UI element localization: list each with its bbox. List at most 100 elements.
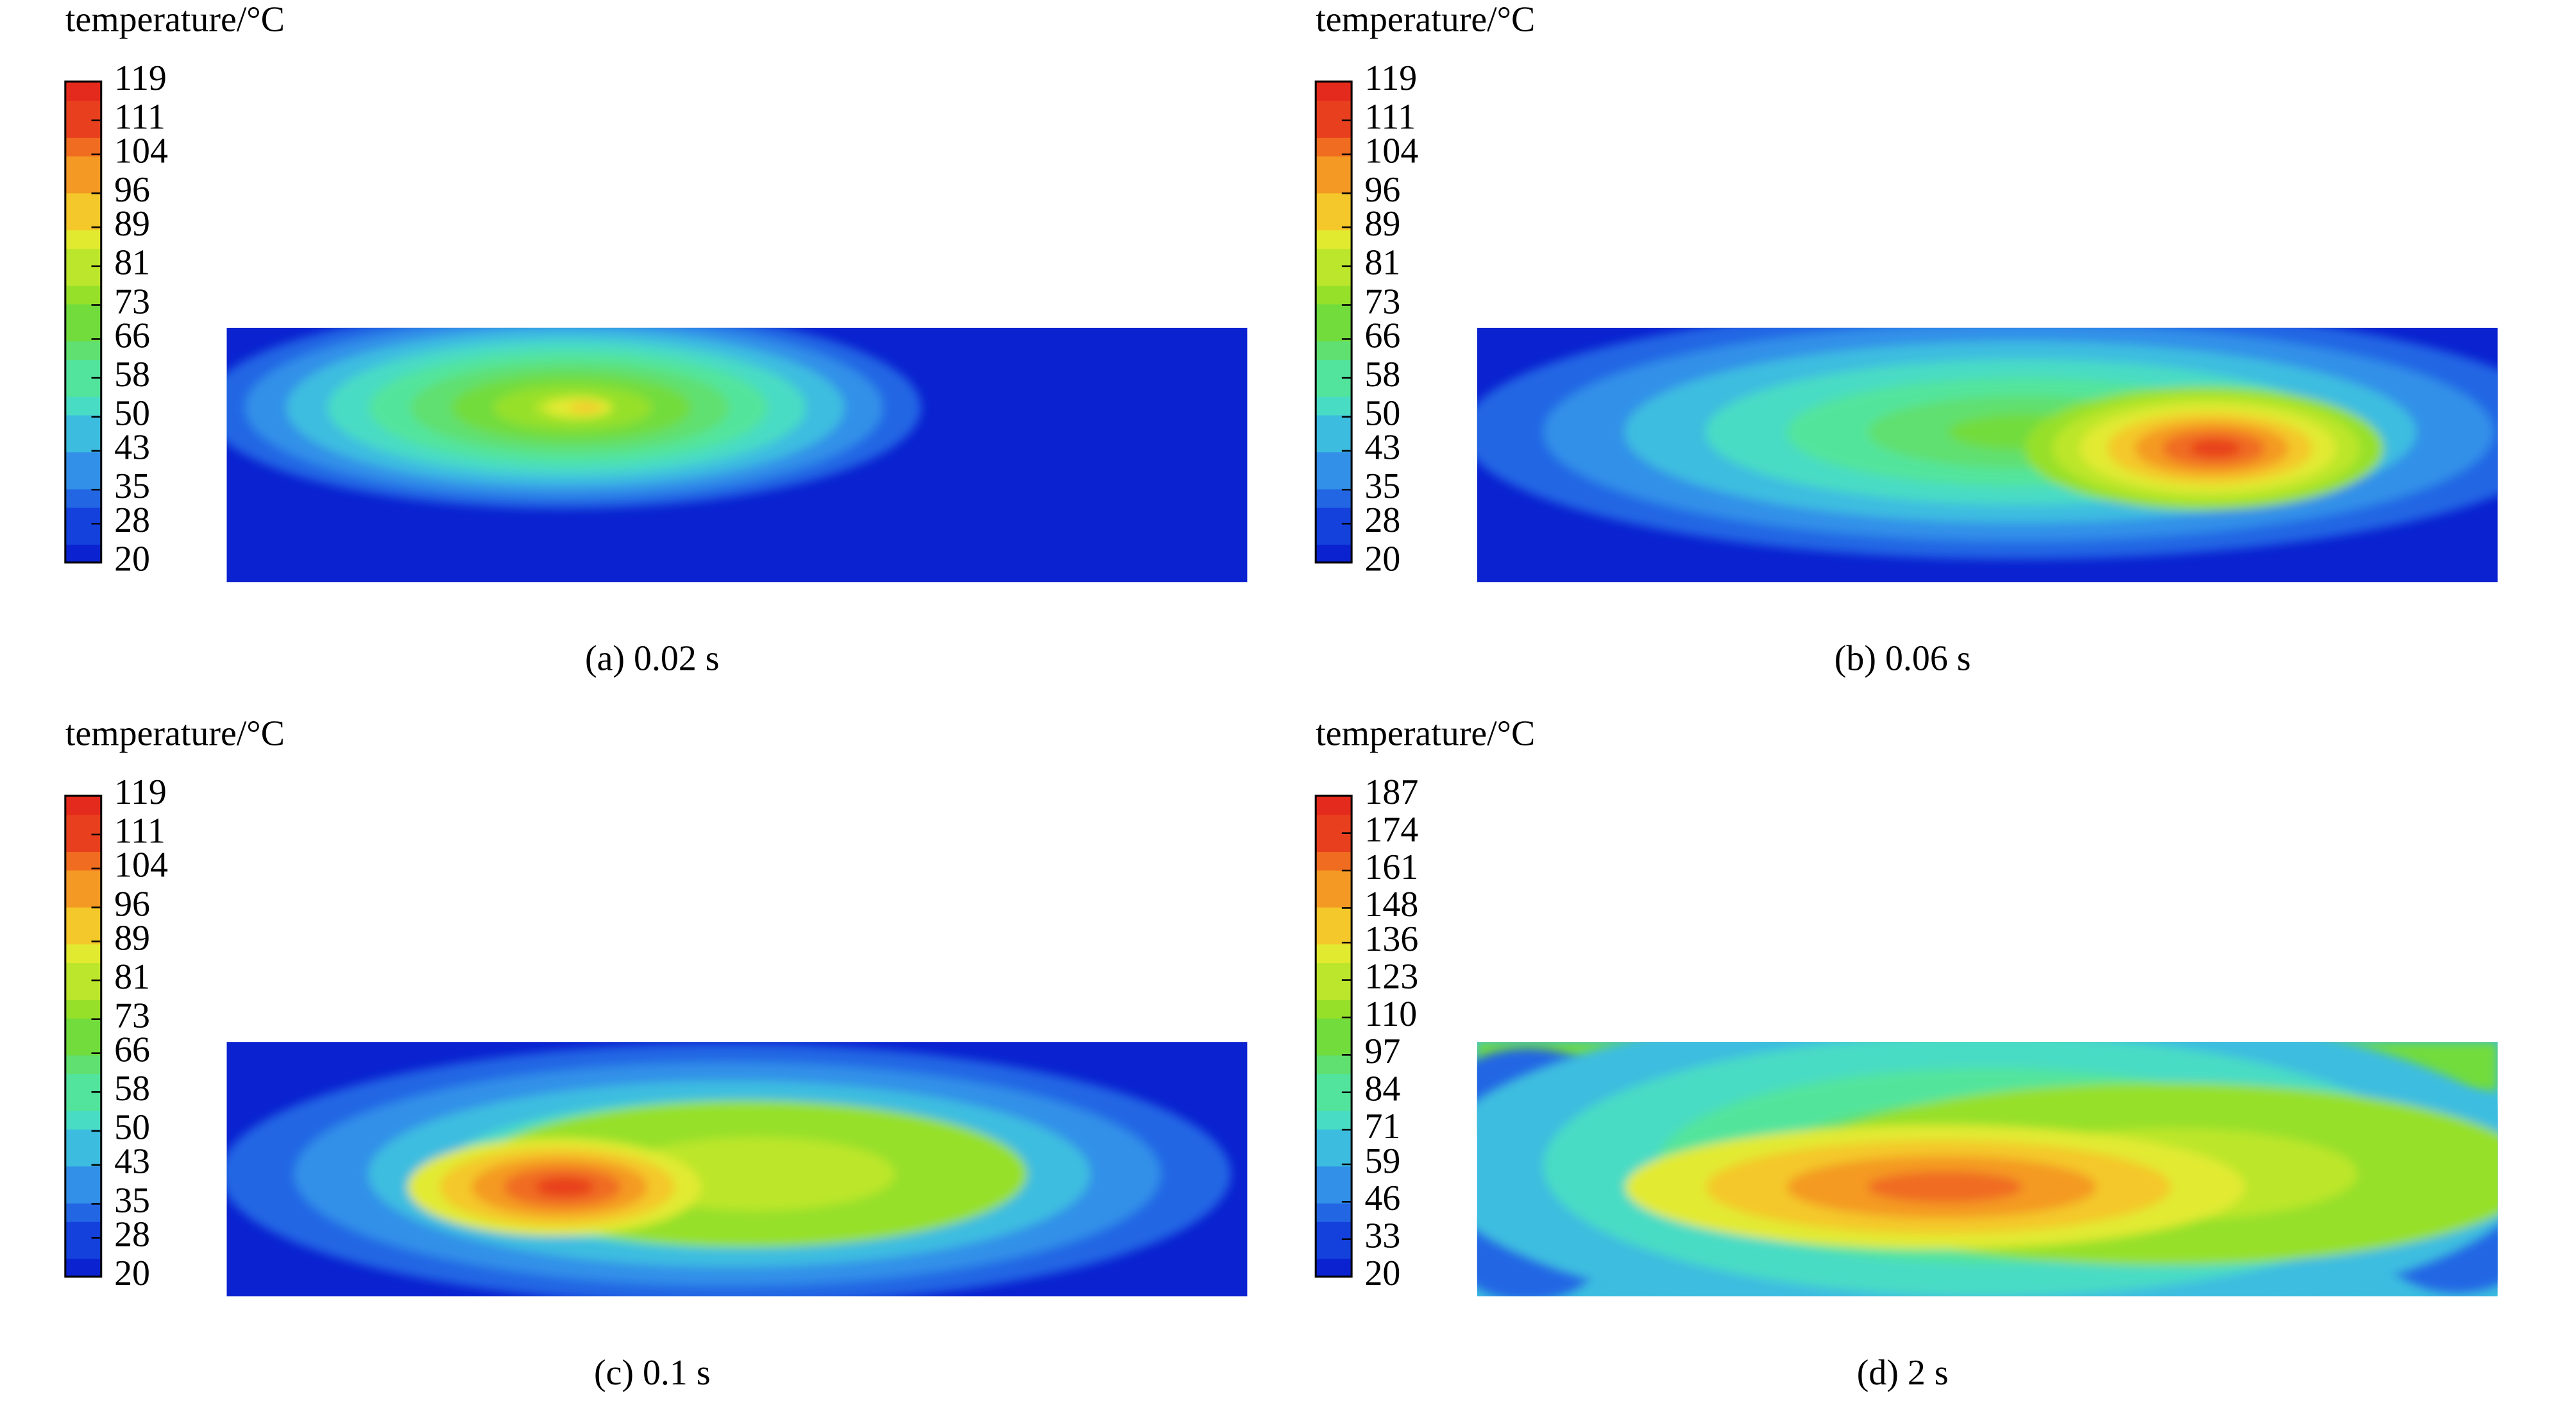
field	[226, 1042, 1248, 1297]
colorbar-tick-label: 81	[1364, 243, 1400, 283]
caption: (a) 0.02 s	[585, 639, 720, 679]
colorbar-band	[65, 999, 101, 1019]
colorbar-band	[1316, 1258, 1352, 1278]
contour-band	[2189, 439, 2241, 457]
colorbar-band	[1316, 285, 1352, 305]
colorbar-tick-label: 89	[114, 918, 150, 958]
colorbar-band	[65, 303, 101, 323]
colorbar-band	[1316, 488, 1352, 508]
colorbar-band	[65, 851, 101, 871]
colorbar-tick-label: 119	[114, 58, 167, 98]
colorbar-band	[65, 81, 101, 101]
colorbar-tick-label: 58	[114, 355, 150, 395]
caption: (b) 0.06 s	[1835, 639, 1971, 679]
colorbar-tick-label: 81	[114, 957, 150, 997]
colorbar-tick-label: 58	[1364, 355, 1400, 395]
colorbar-tick-label: 50	[1364, 393, 1400, 433]
colorbar-tick-label: 59	[1364, 1141, 1400, 1181]
colorbar-band	[1316, 1221, 1352, 1241]
colorbar-band	[1316, 1091, 1352, 1111]
colorbar-band	[65, 377, 101, 397]
colorbar-tick-label: 20	[114, 540, 150, 579]
colorbar-tick-label: 119	[114, 772, 167, 812]
colorbar-frame	[64, 794, 103, 1278]
panel: temperature/°C 11911110496898173665850433…	[64, 0, 1248, 679]
colorbar-band	[1316, 1017, 1352, 1037]
colorbar-tick-label: 96	[114, 884, 150, 924]
colorbar-band	[1316, 229, 1352, 249]
colorbar-tick-label: 136	[1364, 919, 1418, 959]
colorbar-band	[65, 285, 101, 305]
colorbar-band	[65, 1055, 101, 1075]
colorbar-band	[65, 321, 101, 342]
colorbar-band	[65, 248, 101, 268]
colorbar-tick-label: 119	[1364, 58, 1417, 98]
colorbar-tick-label: 50	[114, 393, 150, 433]
colorbar-band	[1316, 1128, 1352, 1148]
colorbar-band	[65, 906, 101, 926]
colorbar-band	[65, 943, 101, 964]
colorbar-band	[1316, 814, 1352, 834]
colorbar-band	[1316, 851, 1352, 871]
colorbar-frame	[64, 80, 103, 564]
colorbar-title: temperature/°C	[1316, 0, 1535, 39]
colorbar-tick-label: 43	[1364, 427, 1400, 467]
colorbar-band	[1316, 266, 1352, 286]
colorbar-tick-label: 35	[1364, 466, 1400, 506]
panel: temperature/°C 18717416114813612311097847…	[1314, 714, 2498, 1393]
colorbar-band	[65, 1091, 101, 1111]
colorbar-tick-label: 73	[114, 996, 150, 1035]
colorbar-band	[1316, 962, 1352, 982]
colorbar-band	[65, 99, 101, 120]
colorbar-band	[65, 1258, 101, 1278]
colorbar-band	[1316, 174, 1352, 194]
contour-band	[569, 402, 602, 413]
colorbar-band	[65, 795, 101, 815]
colorbar-band	[65, 1202, 101, 1222]
colorbar-band	[65, 432, 101, 453]
colorbar-tick-label: 28	[1364, 500, 1400, 540]
colorbar-tick-label: 187	[1364, 772, 1418, 812]
colorbar-tick-label: 66	[1364, 316, 1400, 355]
caption: (d) 2 s	[1857, 1353, 1949, 1393]
colorbar-band	[65, 192, 101, 212]
colorbar-band	[65, 1110, 101, 1130]
colorbar-tick-label: 43	[114, 427, 150, 467]
colorbar-band	[65, 451, 101, 471]
colorbar-band	[1316, 869, 1352, 889]
colorbar-tick-label: 28	[114, 500, 150, 540]
field	[1477, 327, 2498, 583]
colorbar-band	[65, 396, 101, 416]
colorbar-band	[65, 1036, 101, 1056]
colorbar-band	[1316, 451, 1352, 471]
colorbar-band	[65, 359, 101, 379]
field	[1477, 1042, 2498, 1297]
field	[226, 327, 1248, 583]
colorbar-band	[1316, 137, 1352, 157]
colorbar-tick-label: 111	[114, 812, 165, 851]
colorbar-band	[1316, 999, 1352, 1019]
colorbar-tick-label: 96	[1364, 170, 1400, 210]
colorbar-band	[1316, 943, 1352, 964]
contours	[226, 327, 921, 509]
colorbar-tick-label: 73	[114, 282, 150, 321]
colorbar-band	[65, 1239, 101, 1259]
colorbar-band	[1316, 1055, 1352, 1075]
colorbar-band	[65, 1184, 101, 1204]
colorbar-band	[1316, 1202, 1352, 1222]
contours	[226, 1043, 1231, 1297]
colorbar-frame	[1314, 794, 1353, 1278]
colorbar-tick-label: 123	[1364, 957, 1418, 996]
colorbar-tick-label: 89	[1364, 204, 1400, 244]
colorbar-tick-label: 66	[114, 1030, 150, 1070]
colorbar-tick-label: 33	[1364, 1216, 1400, 1256]
colorbar-tick-label: 84	[1364, 1069, 1400, 1109]
colorbar-band	[1316, 1166, 1352, 1186]
colorbar-band	[1316, 925, 1352, 945]
colorbar-band	[1316, 906, 1352, 926]
colorbar-tick-label: 89	[114, 204, 150, 244]
colorbar-tick-label: 97	[1364, 1032, 1400, 1071]
colorbar-band	[65, 155, 101, 175]
colorbar-band	[1316, 396, 1352, 416]
colorbar-title: temperature/°C	[1316, 714, 1535, 754]
